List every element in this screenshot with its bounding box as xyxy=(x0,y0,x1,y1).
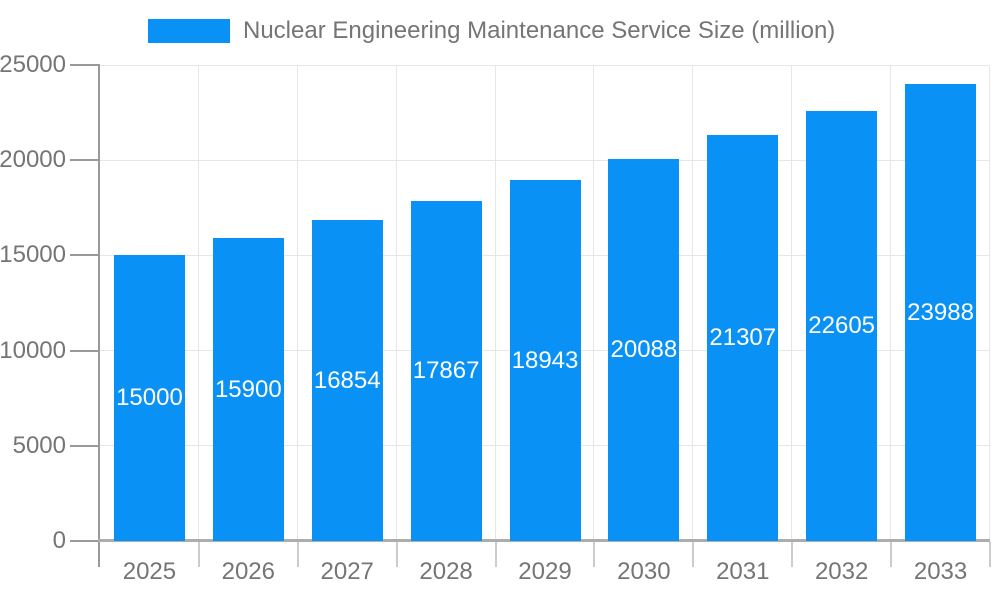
x-gridline xyxy=(890,65,892,541)
bar-value-label: 16854 xyxy=(313,366,381,394)
y-axis-line xyxy=(98,65,100,541)
x-gridline xyxy=(989,65,990,541)
bar-value-label: 17867 xyxy=(412,356,480,384)
bar: 17867 xyxy=(410,200,482,541)
x-gridline xyxy=(296,65,298,541)
bar-value-label: 23988 xyxy=(907,298,974,326)
x-axis-label: 2033 xyxy=(913,558,968,585)
y-axis-label: 0 xyxy=(52,527,66,554)
legend-swatch xyxy=(148,19,230,43)
x-axis-tick xyxy=(890,542,893,567)
x-axis-label: 2029 xyxy=(518,558,572,585)
bar-value-label: 21307 xyxy=(709,324,777,352)
legend-label: Nuclear Engineering Maintenance Service … xyxy=(243,17,836,44)
y-axis-tick xyxy=(70,349,100,352)
x-axis-tick xyxy=(296,542,299,567)
bar-value-label: 22605 xyxy=(808,311,876,339)
bar-value-label: 15900 xyxy=(214,375,282,403)
bar: 18943 xyxy=(509,180,581,541)
x-axis-tick xyxy=(494,542,497,567)
x-axis-label: 2031 xyxy=(716,558,770,585)
x-axis-origin-tick xyxy=(98,542,100,567)
y-axis-tick xyxy=(70,64,100,66)
x-axis-label: 2032 xyxy=(814,558,869,585)
legend: Nuclear Engineering Maintenance Service … xyxy=(148,17,835,45)
y-gridline xyxy=(100,64,990,66)
y-gridline xyxy=(100,159,990,161)
y-axis-tick xyxy=(70,444,100,447)
y-axis-tick xyxy=(70,254,100,257)
bar: 15900 xyxy=(212,238,284,541)
bar: 22605 xyxy=(806,110,878,541)
y-axis-tick xyxy=(70,159,100,162)
bar-value-label: 15000 xyxy=(116,384,183,412)
x-gridline xyxy=(197,65,199,541)
x-axis-label: 2025 xyxy=(122,558,177,585)
x-axis-tick xyxy=(395,542,398,567)
x-gridline xyxy=(791,65,793,541)
y-axis-label: 10000 xyxy=(0,336,66,364)
y-axis-label: 15000 xyxy=(0,241,66,269)
x-axis-label: 2027 xyxy=(320,558,374,585)
bar-value-label: 18943 xyxy=(511,346,579,374)
x-axis-tick xyxy=(791,542,794,567)
x-gridline xyxy=(593,65,595,541)
x-axis-label: 2028 xyxy=(419,558,473,585)
bar: 20088 xyxy=(608,158,680,541)
bar: 21307 xyxy=(707,135,779,541)
x-gridline xyxy=(692,65,694,541)
bar: 23988 xyxy=(905,84,977,541)
y-axis-label: 5000 xyxy=(12,431,66,459)
x-axis-tick xyxy=(692,542,695,567)
x-axis-tick xyxy=(197,542,200,567)
y-axis-label: 20000 xyxy=(0,146,66,174)
x-axis-label: 2026 xyxy=(221,558,275,585)
x-gridline xyxy=(494,65,496,541)
bar: 15000 xyxy=(113,255,185,541)
bar: 16854 xyxy=(311,220,383,541)
x-gridline xyxy=(395,65,397,541)
x-axis-tick xyxy=(593,542,596,567)
x-axis-label: 2030 xyxy=(617,558,671,585)
x-axis-tick xyxy=(989,542,991,567)
y-axis-label: 25000 xyxy=(0,51,66,78)
bar-value-label: 20088 xyxy=(610,335,678,363)
y-axis-tick xyxy=(70,540,100,542)
plot-area: 0 5000 10000 15000 20000 25000 15000 2025 15900 2… xyxy=(0,51,991,585)
